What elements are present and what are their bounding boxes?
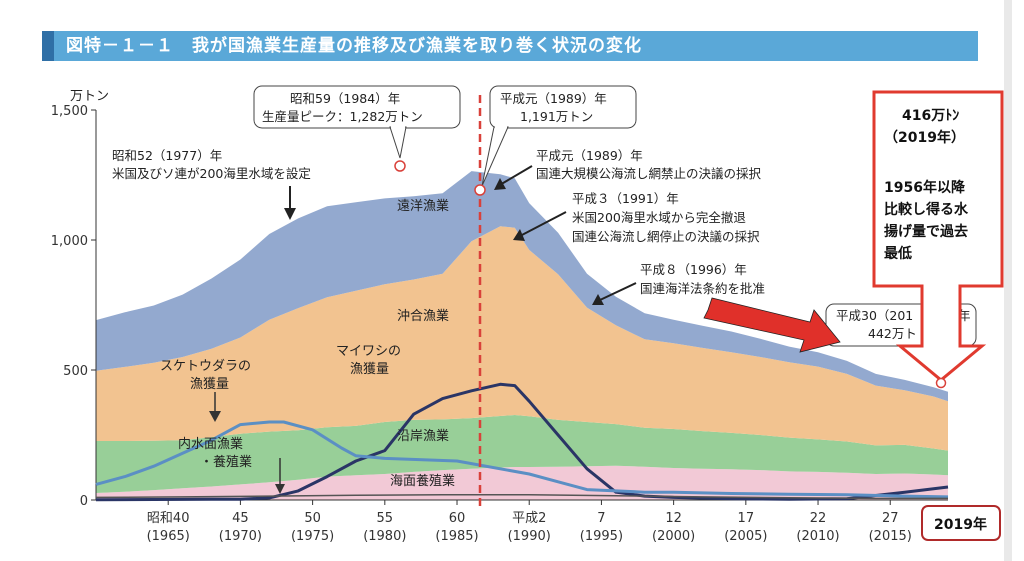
x-tick-label-era: 12 xyxy=(665,511,682,526)
h30-callout-year: 平成30（201 xyxy=(836,308,913,323)
area-series-0 xyxy=(96,465,948,500)
x-tick-label-year: (1965) xyxy=(147,529,190,544)
annotation-1977-year: 昭和52（1977）年 xyxy=(112,148,222,163)
line-series-1 xyxy=(95,420,949,499)
label-sukesou-2: 漁獲量 xyxy=(190,377,229,392)
label-kaimen-yoshoku: 海面養殖業 xyxy=(390,473,455,489)
callout-line-5: 揚げ量で過去 xyxy=(884,223,968,240)
annotation-h1-text: 国連大規模公海流し網禁止の決議の採択 xyxy=(536,166,762,181)
x-tick-label-year: (1990) xyxy=(508,529,551,544)
x-tick-label-year: (2000) xyxy=(652,529,695,544)
annotation-h8-year: 平成８（1996）年 xyxy=(640,262,747,277)
stacked-areas xyxy=(96,171,948,500)
peak-marker xyxy=(394,160,406,172)
label-ensui: 遠洋漁業 xyxy=(397,198,449,214)
annotation-h8-arrow-head xyxy=(592,294,604,305)
title-accent xyxy=(42,31,54,61)
x-tick-label-era: 22 xyxy=(810,511,827,526)
line-series-0 xyxy=(95,382,949,502)
peak-callout-tail xyxy=(389,126,407,159)
label-oki: 沖合漁業 xyxy=(397,308,449,324)
h1-callout-year: 平成元（1989）年 xyxy=(500,91,607,106)
x-tick-label-era: 60 xyxy=(449,511,466,526)
sukesou-leader-arrow xyxy=(209,411,221,422)
y-tick-label: 0 xyxy=(80,494,88,509)
callout-year: （2019年） xyxy=(884,129,965,146)
line-series-2 xyxy=(95,494,948,500)
y-tick-label: 1,000 xyxy=(51,234,88,249)
annotation-1977-text: 米国及びソ連が200海里水域を設定 xyxy=(112,166,311,181)
y-tick-label: 1,500 xyxy=(51,104,88,119)
naisui-leader-arrow xyxy=(275,484,285,494)
annotation-h8-arrow-line xyxy=(599,282,637,301)
page-edge xyxy=(1004,0,1012,561)
annotation-h1-arrow-head xyxy=(494,178,506,190)
x-tick-label-year: (2005) xyxy=(724,529,767,544)
callout-line-3: 1956年以降 xyxy=(884,179,966,196)
year-2019-label: 2019年 xyxy=(934,516,987,533)
x-tick-label-year: (1975) xyxy=(291,529,334,544)
label-naisui-2: ・養殖業 xyxy=(200,454,252,470)
annotation-h3-text-2: 国連公海流し網停止の決議の採択 xyxy=(572,229,760,244)
x-tick-label-year: (1985) xyxy=(435,529,478,544)
y-unit-label: 万トン xyxy=(70,89,109,104)
h1-callout-value: 1,191万トン xyxy=(520,109,593,124)
label-naisui-1: 内水面漁業 xyxy=(178,436,243,452)
h1-marker xyxy=(474,184,486,196)
title-bar xyxy=(42,31,978,61)
callout-value: 416万ﾄﾝ xyxy=(902,108,959,124)
overlay-lines xyxy=(95,382,949,502)
annotation-h3-year: 平成３（1991）年 xyxy=(572,191,679,206)
annotation-h3-text-1: 米国200海里水域から完全撤退 xyxy=(572,210,746,225)
y-tick-label: 500 xyxy=(63,364,88,379)
label-sukesou-1: スケトウダラの xyxy=(160,359,251,374)
x-tick-label-era: 27 xyxy=(882,511,899,526)
x-tick-label-year: (1995) xyxy=(580,529,623,544)
chart-title: 図特－１－１ 我が国漁業生産量の推移及び漁業を取り巻く状況の変化 xyxy=(66,36,642,56)
ticks: 0 500 1,000 1,500 昭和40 (1965) 45 (1970) 50 (1975)… xyxy=(51,104,912,544)
peak-callout-box xyxy=(253,85,461,129)
x-tick-label-era: 昭和40 xyxy=(147,511,190,526)
callout-line-4: 比較し得る水 xyxy=(884,201,969,218)
annotation-h3-arrow-head xyxy=(513,229,525,241)
label-maiwashi-2: 漁獲量 xyxy=(350,362,389,377)
label-maiwashi-1: マイワシの xyxy=(336,344,401,359)
latest-marker xyxy=(935,377,947,389)
x-tick-label-era: 50 xyxy=(304,511,321,526)
label-engan: 沿岸漁業 xyxy=(397,428,449,444)
x-tick-label-era: 平成2 xyxy=(512,511,546,526)
area-series-1 xyxy=(96,415,948,493)
x-tick-label-year: (1970) xyxy=(219,529,262,544)
h30-callout-value: 442万ト xyxy=(868,326,917,341)
h1-callout-box xyxy=(489,85,637,129)
annotation-h1-year: 平成元（1989）年 xyxy=(536,148,643,163)
annotation-h8-text: 国連海洋法条約を批准 xyxy=(640,281,765,296)
annotation-1977-arrow-head xyxy=(284,208,296,220)
x-tick-label-era: 17 xyxy=(738,511,755,526)
area-series-2 xyxy=(96,226,948,451)
x-tick-label-year: (2010) xyxy=(796,529,839,544)
peak-callout-year: 昭和59（1984）年 xyxy=(290,91,400,106)
x-tick-label-year: (2015) xyxy=(869,529,912,544)
area-series-3 xyxy=(96,171,948,402)
x-tick-label-era: 45 xyxy=(232,511,249,526)
callout-line-6: 最低 xyxy=(884,245,912,262)
x-tick-label-year: (1980) xyxy=(363,529,406,544)
red-callout-box xyxy=(872,90,1004,382)
x-tick-label-era: 7 xyxy=(597,511,605,526)
peak-callout-value: 生産量ピーク：1,282万トン xyxy=(262,109,423,124)
x-tick-label-era: 55 xyxy=(377,511,394,526)
annotation-h3-arrow-line xyxy=(519,211,567,237)
red-arrow xyxy=(703,297,841,353)
annotation-h1-arrow-line xyxy=(497,165,533,187)
year-2019-box xyxy=(921,505,1001,541)
